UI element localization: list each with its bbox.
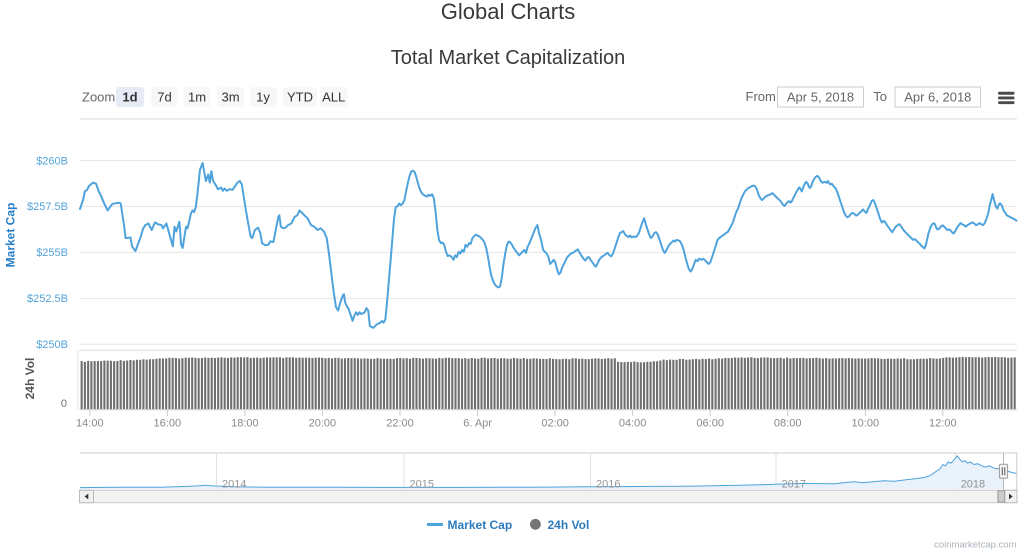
svg-text:Market Cap: Market Cap [448,518,513,532]
svg-text:1m: 1m [188,90,206,105]
svg-text:1y: 1y [256,90,270,105]
svg-text:Apr 6, 2018: Apr 6, 2018 [904,90,971,105]
svg-text:6. Apr: 6. Apr [463,418,492,430]
svg-text:02:00: 02:00 [541,418,569,430]
svg-text:coinmarketcap.com: coinmarketcap.com [934,540,1016,551]
svg-text:16:00: 16:00 [154,418,182,430]
svg-text:24h Vol: 24h Vol [23,358,37,400]
svg-text:2016: 2016 [596,479,620,491]
svg-text:Zoom: Zoom [82,90,115,105]
svg-text:24h Vol: 24h Vol [548,518,590,532]
svg-text:18:00: 18:00 [231,418,259,430]
svg-text:10:00: 10:00 [852,418,880,430]
svg-text:22:00: 22:00 [386,418,414,430]
svg-text:12:00: 12:00 [929,418,957,430]
svg-text:From: From [746,89,776,104]
svg-text:08:00: 08:00 [774,418,802,430]
svg-text:Total Market Capitalization: Total Market Capitalization [391,47,626,69]
svg-text:2014: 2014 [222,479,246,491]
svg-text:14:00: 14:00 [76,418,104,430]
svg-text:3m: 3m [221,90,239,105]
svg-text:ALL: ALL [322,90,345,105]
svg-text:2015: 2015 [410,479,434,491]
svg-text:20:00: 20:00 [309,418,337,430]
svg-text:06:00: 06:00 [696,418,724,430]
svg-text:1d: 1d [122,90,137,105]
svg-text:Global Charts: Global Charts [441,0,576,24]
svg-text:$257.5B: $257.5B [27,201,68,213]
svg-text:$255B: $255B [36,247,68,259]
svg-text:04:00: 04:00 [619,418,647,430]
svg-text:Apr 5, 2018: Apr 5, 2018 [787,90,854,105]
svg-text:$260B: $260B [36,155,68,167]
svg-text:0: 0 [61,398,67,410]
svg-text:2018: 2018 [961,479,985,491]
svg-text:$252.5B: $252.5B [27,293,68,305]
svg-text:Market Cap: Market Cap [4,203,18,268]
svg-text:$250B: $250B [36,339,68,351]
svg-text:YTD: YTD [287,90,313,105]
svg-text:2017: 2017 [782,479,806,491]
svg-text:To: To [873,89,887,104]
svg-text:7d: 7d [157,90,171,105]
